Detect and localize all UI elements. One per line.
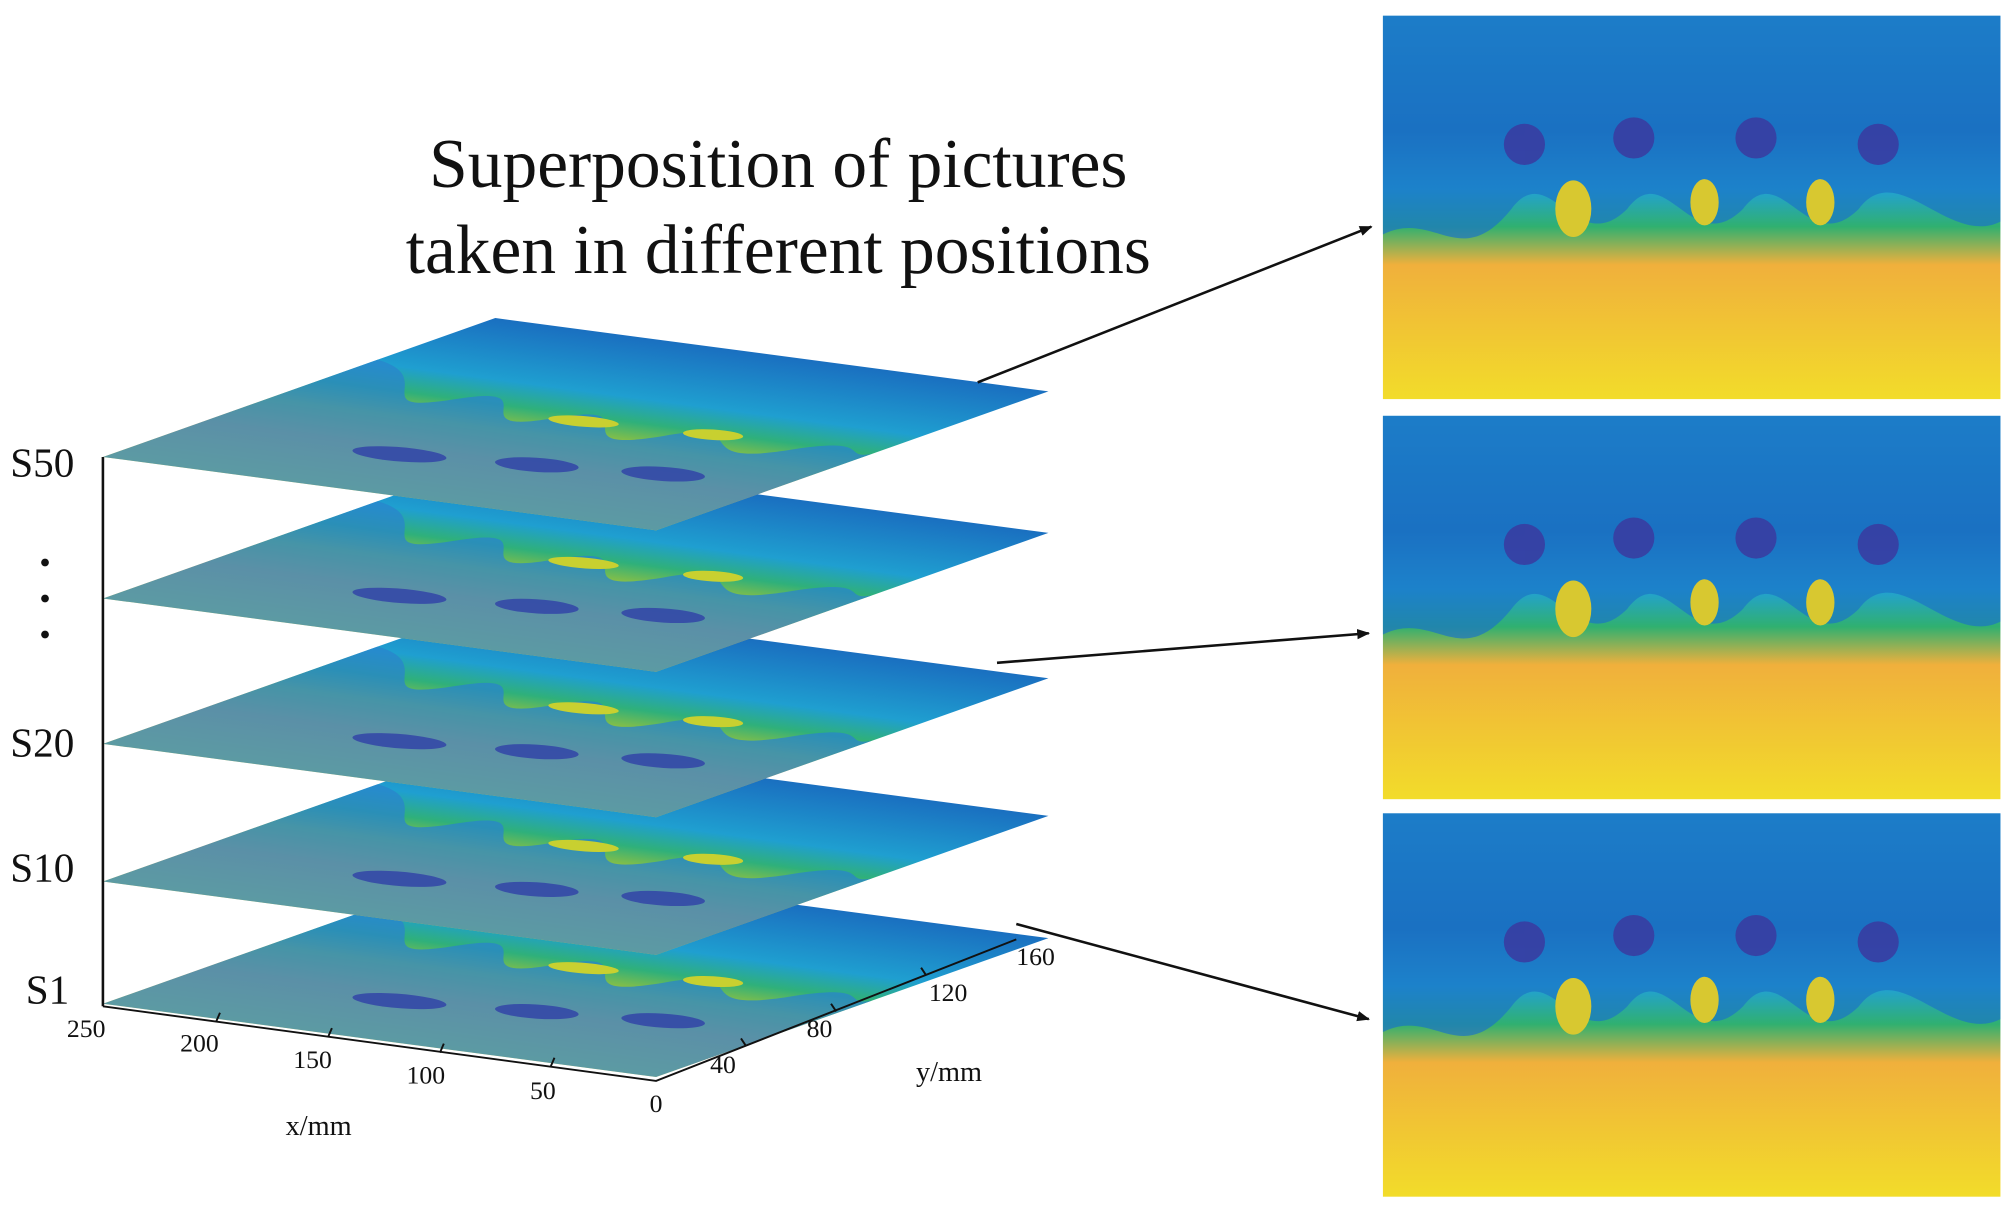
layer-label: S1 [26, 967, 69, 1013]
title-line: Superposition of pictures [429, 126, 1127, 203]
x-axis-label: x/mm [286, 1111, 352, 1142]
x-tick-label: 100 [407, 1060, 446, 1089]
x-tick-label: 0 [650, 1089, 663, 1118]
contour-panel [1382, 813, 2001, 1197]
layer-label: S20 [10, 720, 74, 766]
x-tick-label: 50 [530, 1076, 556, 1105]
base-axes [102, 938, 1017, 1082]
x-tick-label: 250 [67, 1014, 106, 1043]
arrows [977, 225, 1373, 1022]
ellipsis [41, 558, 49, 639]
y-tick-label: 120 [929, 978, 968, 1007]
y-axis-label: y/mm [916, 1057, 982, 1088]
layer-label: S50 [10, 439, 74, 485]
layer-slice [102, 318, 1049, 531]
x-tick-label: 150 [293, 1045, 332, 1074]
contour-panel [1382, 415, 2001, 800]
y-tick-label: 40 [710, 1050, 736, 1079]
x-tick-label: 200 [180, 1028, 219, 1057]
layer-label: S10 [10, 845, 74, 891]
y-tick-label: 80 [807, 1014, 833, 1043]
contour-panel [1382, 15, 2001, 400]
title-line: taken in different positions [406, 212, 1151, 289]
layer-stack [102, 318, 1049, 1078]
y-tick-label: 160 [1016, 942, 1055, 971]
